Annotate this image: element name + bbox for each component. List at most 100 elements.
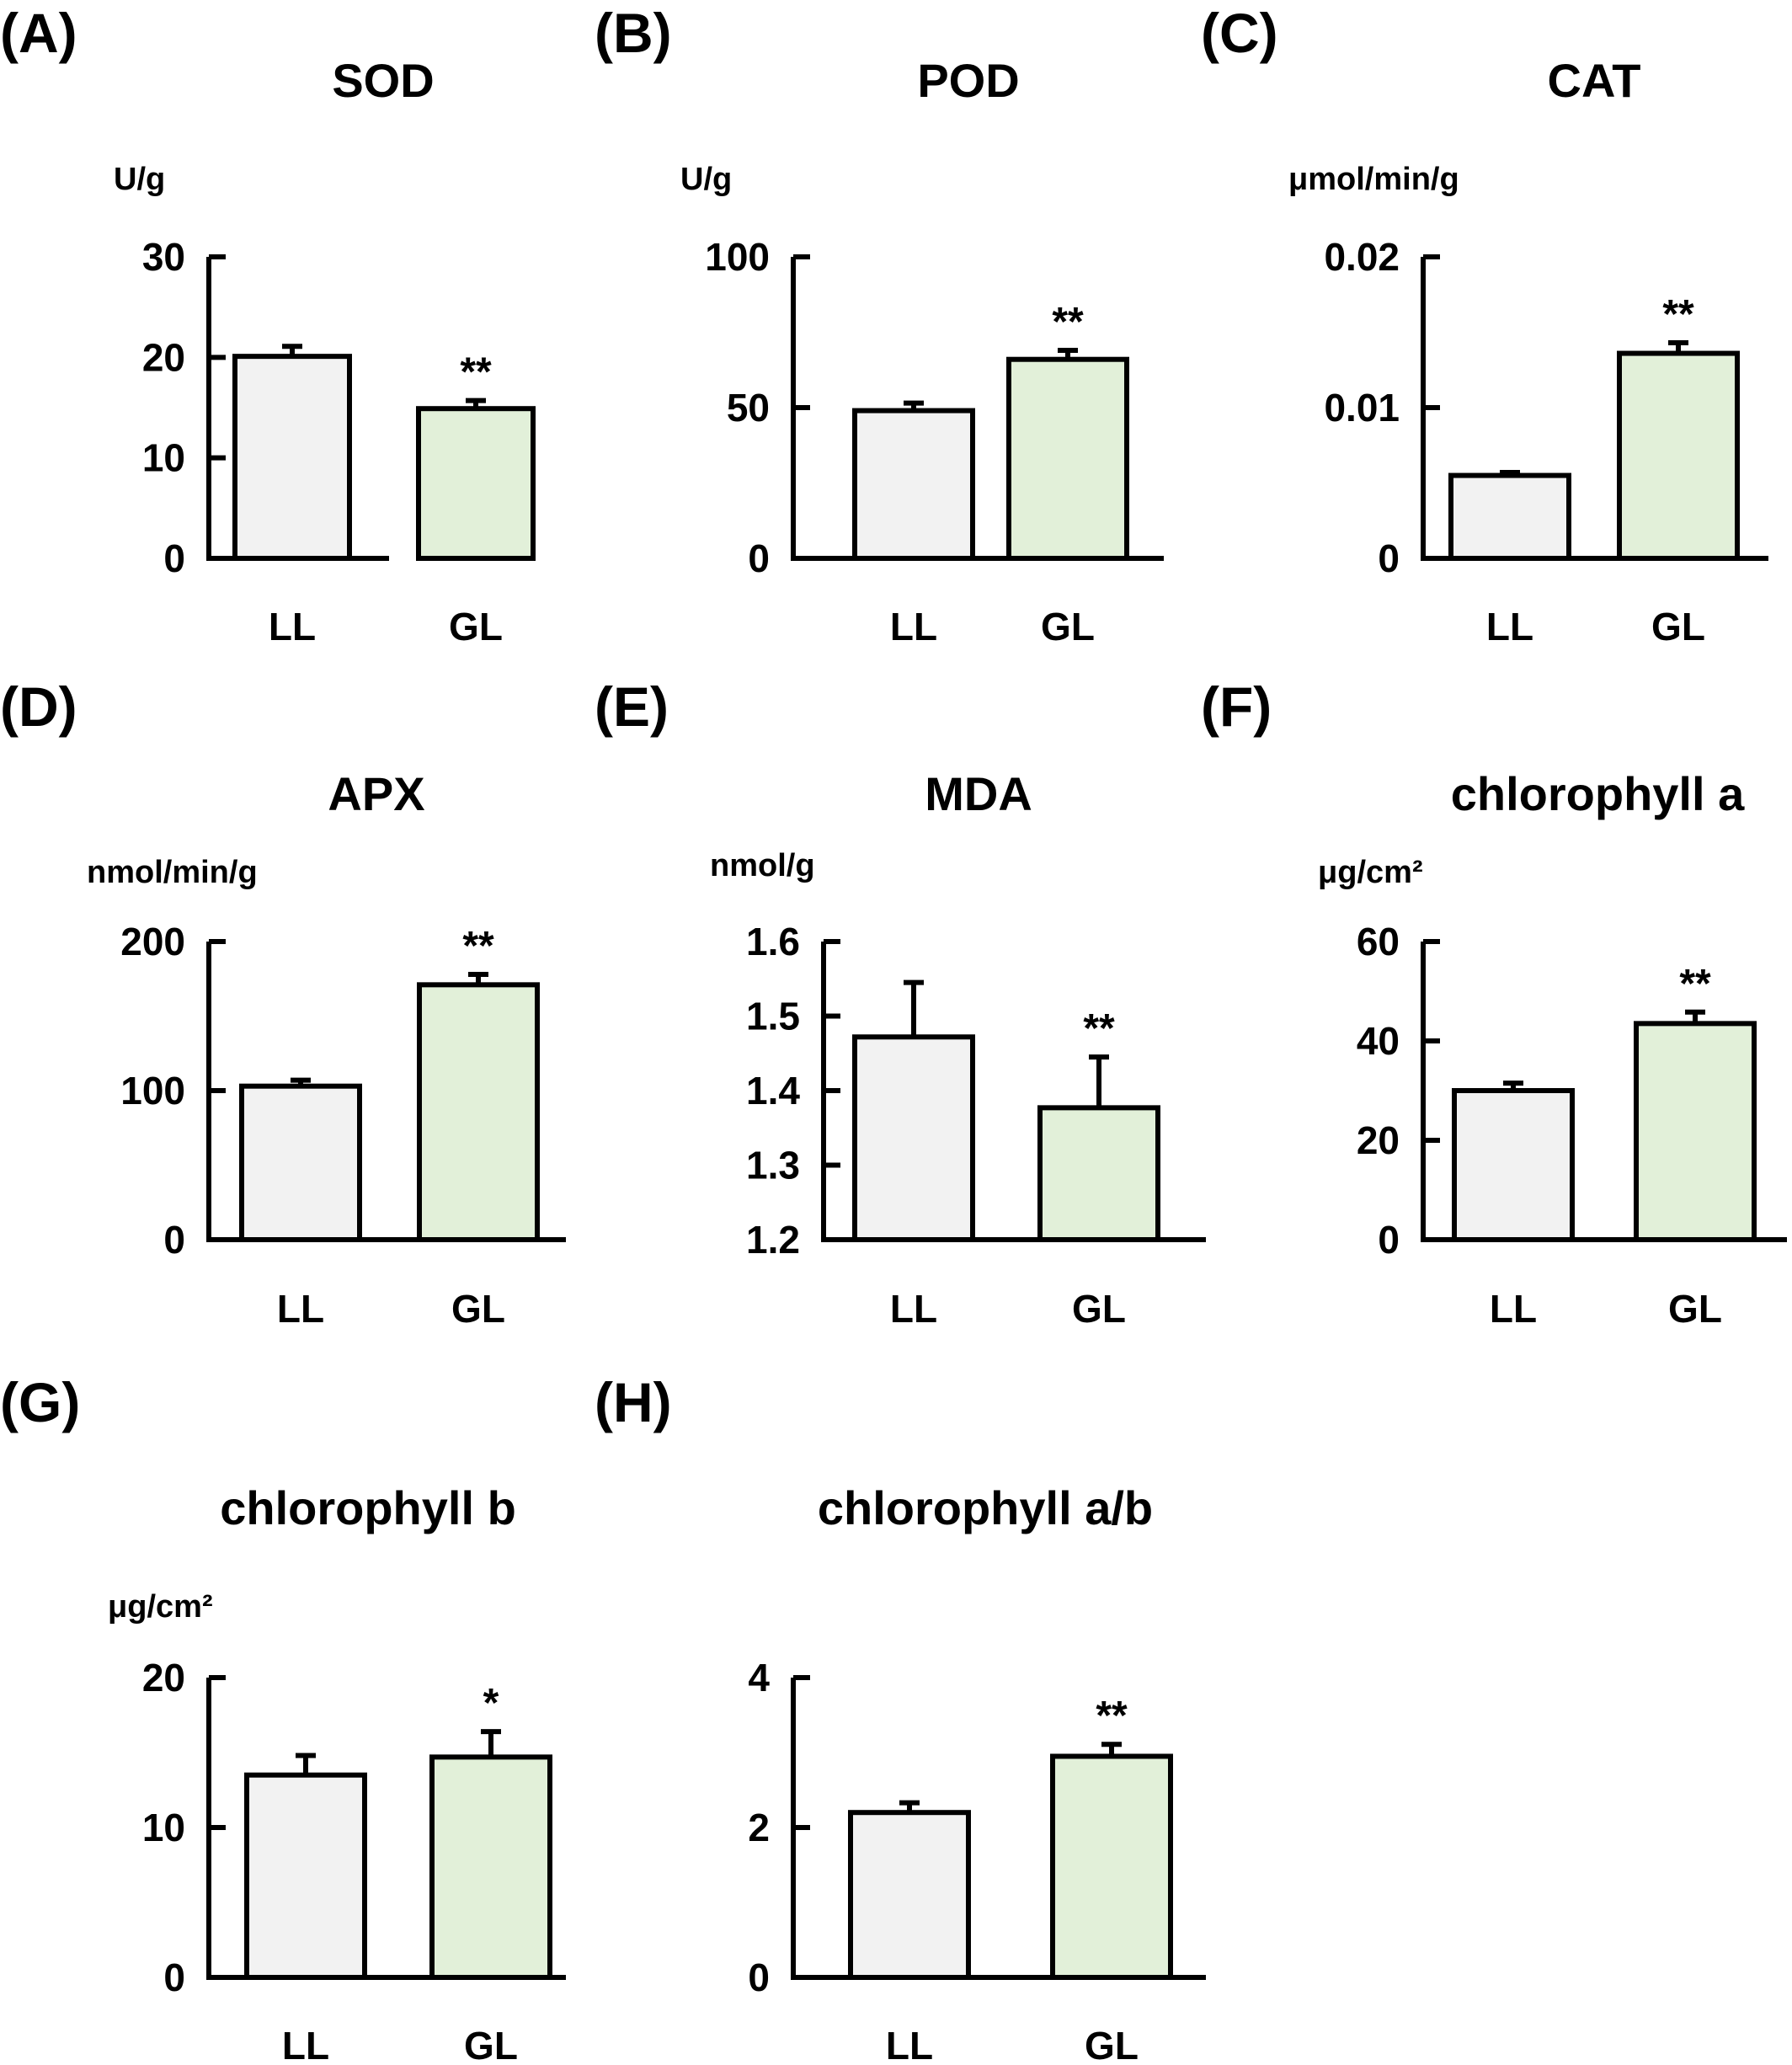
bar-GL [1617, 350, 1740, 561]
y-tick-label: 0.02 [1324, 235, 1400, 279]
chart-panel-2: (B) POD U/g 0 50 100 LL ** GL [595, 2, 1164, 648]
chart-title: APX [328, 767, 424, 820]
bar-LL [848, 1810, 971, 1980]
y-unit-label: μg/cm² [108, 1589, 213, 1625]
y-tick-label: 0 [748, 536, 770, 580]
panel-label: (E) [595, 675, 669, 738]
panel-label: (D) [0, 675, 77, 738]
y-tick-label: 40 [1357, 1019, 1400, 1063]
significance-marker: ** [460, 350, 492, 395]
category-label-GL: GL [451, 1287, 505, 1331]
category-label-GL: GL [464, 2024, 518, 2065]
panel-label: (A) [0, 2, 77, 64]
y-tick-label: 200 [120, 920, 185, 963]
category-label-LL: LL [890, 605, 937, 648]
chart-panel-1: (A) SOD U/g 0 10 20 30 LL ** GL [0, 2, 536, 648]
bar-GL [1006, 356, 1129, 561]
chart-panel-5: (E) MDA nmol/g 1.2 1.3 1.4 1.5 1.6 LL ** GL [595, 675, 1206, 1331]
significance-marker: ** [1083, 1006, 1115, 1051]
category-label-GL: GL [1668, 1287, 1722, 1331]
y-tick-label: 1.3 [746, 1144, 800, 1187]
bar-GL [1634, 1021, 1757, 1242]
chart-title: CAT [1548, 54, 1641, 107]
y-unit-label: nmol/g [710, 848, 815, 883]
chart-panel-7: (G) chlorophyll b μg/cm² 0 10 20 LL * GL [0, 1371, 566, 2065]
y-tick-label: 10 [142, 1806, 185, 1849]
bar-LL [244, 1772, 367, 1980]
y-tick-label: 0 [748, 1956, 770, 1999]
y-unit-label: U/g [680, 162, 732, 197]
bar-LL [1448, 472, 1571, 561]
significance-marker: ** [1096, 1694, 1128, 1738]
significance-marker: * [483, 1681, 499, 1726]
category-label-LL: LL [282, 2024, 329, 2065]
panel-label: (B) [595, 2, 672, 64]
chart-panel-4: (D) APX nmol/min/g 0 100 200 LL ** GL [0, 675, 566, 1331]
y-tick-label: 1.4 [746, 1069, 800, 1113]
y-tick-label: 1.6 [746, 920, 800, 963]
category-label-LL: LL [886, 2024, 933, 2065]
bar-GL [1050, 1753, 1173, 1980]
significance-marker: ** [462, 924, 494, 968]
y-tick-label: 0 [163, 1956, 185, 1999]
panel-label: (C) [1201, 2, 1278, 64]
y-tick-label: 30 [142, 235, 185, 279]
chart-title: chlorophyll b [220, 1481, 516, 1534]
category-label-GL: GL [1651, 605, 1705, 648]
category-label-LL: LL [890, 1287, 937, 1331]
chart-title: POD [917, 54, 1019, 107]
significance-marker: ** [1662, 292, 1694, 337]
bar-LL [232, 354, 352, 562]
chart-panel-6: (F) chlorophyll a μg/cm² 0 20 40 60 LL ** GL [1201, 675, 1787, 1331]
y-tick-label: 1.2 [746, 1218, 800, 1262]
y-tick-label: 1.5 [746, 995, 800, 1038]
y-tick-label: 100 [120, 1069, 185, 1113]
y-tick-label: 60 [1357, 920, 1400, 963]
category-label-GL: GL [449, 605, 503, 648]
bar-GL [417, 982, 540, 1242]
y-tick-label: 0 [163, 1218, 185, 1262]
y-unit-label: μmol/min/g [1288, 162, 1459, 197]
panel-label: (H) [595, 1371, 672, 1433]
y-unit-label: nmol/min/g [87, 855, 258, 890]
bar-LL [852, 1034, 975, 1243]
y-unit-label: μg/cm² [1318, 855, 1423, 890]
category-label-LL: LL [277, 1287, 324, 1331]
chart-title: chlorophyll a/b [818, 1481, 1153, 1534]
significance-marker: ** [1052, 300, 1084, 344]
y-tick-label: 4 [748, 1656, 770, 1699]
y-tick-label: 2 [748, 1806, 770, 1849]
category-label-LL: LL [1486, 605, 1533, 648]
chart-panel-3: (C) CAT μmol/min/g 0 0.01 0.02 LL ** GL [1201, 2, 1768, 648]
chart-title: chlorophyll a [1451, 767, 1745, 820]
y-tick-label: 0 [163, 536, 185, 580]
bar-GL [1037, 1105, 1160, 1242]
chart-title: SOD [332, 54, 434, 107]
y-tick-label: 50 [727, 386, 770, 430]
y-unit-label: U/g [114, 162, 165, 197]
category-label-GL: GL [1041, 605, 1095, 648]
y-tick-label: 20 [1357, 1118, 1400, 1162]
y-tick-label: 100 [705, 235, 770, 279]
bar-LL [239, 1083, 362, 1242]
bar-LL [1452, 1088, 1575, 1242]
category-label-GL: GL [1072, 1287, 1126, 1331]
y-tick-label: 10 [142, 436, 185, 480]
bar-LL [852, 408, 975, 561]
bar-GL [416, 406, 536, 561]
chart-title: MDA [925, 767, 1032, 820]
category-label-LL: LL [1490, 1287, 1537, 1331]
panel-label: (F) [1201, 675, 1272, 738]
y-tick-label: 0 [1378, 1218, 1400, 1262]
category-label-LL: LL [269, 605, 316, 648]
bar-GL [429, 1754, 552, 1981]
y-tick-label: 20 [142, 1656, 185, 1699]
panel-label: (G) [0, 1371, 80, 1433]
category-label-GL: GL [1085, 2024, 1139, 2065]
y-tick-label: 0.01 [1324, 386, 1400, 430]
y-tick-label: 0 [1378, 536, 1400, 580]
significance-marker: ** [1679, 962, 1711, 1006]
chart-panel-8: (H) chlorophyll a/b 0 2 4 LL ** GL [595, 1371, 1206, 2065]
y-tick-label: 20 [142, 335, 185, 379]
